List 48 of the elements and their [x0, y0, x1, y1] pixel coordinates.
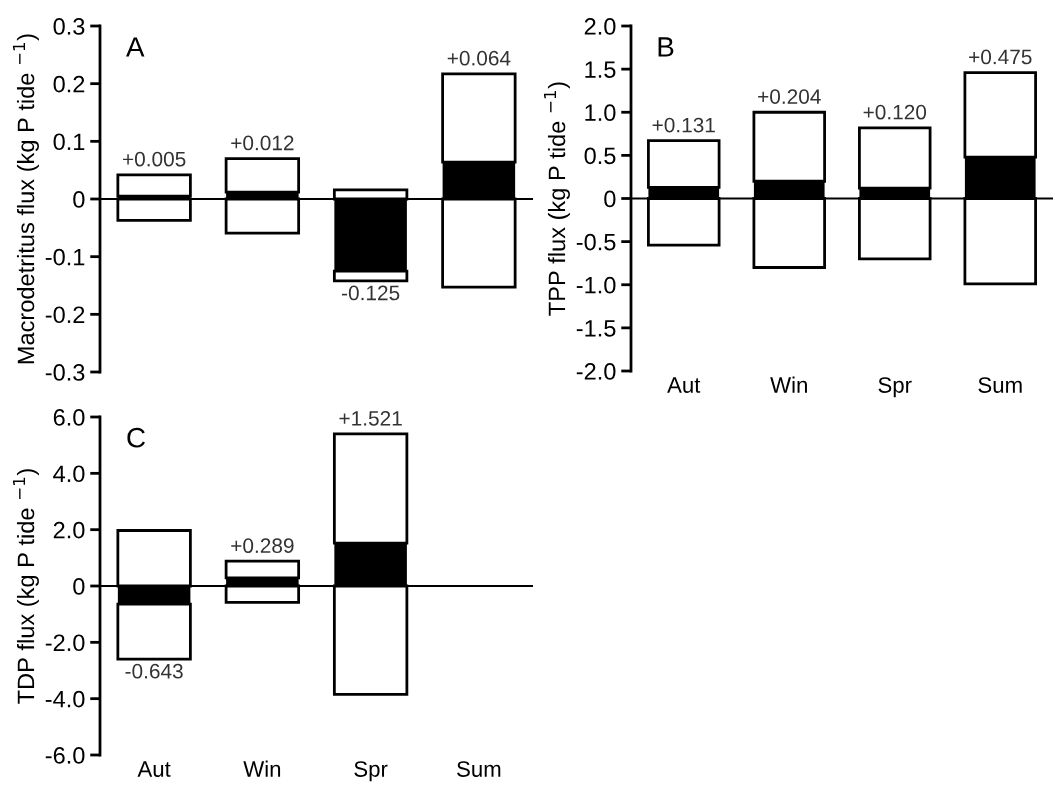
y-axis-title: Macrodetritus flux (kg P tide $^{−1}$): [12, 34, 39, 364]
annotation: +0.064: [447, 50, 511, 66]
y-tick-label: 0: [73, 191, 85, 208]
y-tick-label: 0: [604, 190, 616, 208]
y-tick-label: 2.0: [53, 521, 85, 539]
annotation: +0.289: [231, 538, 294, 554]
x-tick-label: Spr: [354, 761, 388, 782]
y-tick-label: -1.5: [576, 320, 616, 337]
annotation: -0.125: [342, 285, 400, 301]
y-tick-label: 6.0: [53, 409, 85, 426]
y-tick-label: -0.5: [576, 233, 616, 251]
annotation: +0.131: [652, 117, 715, 133]
y-tick-label: 0: [73, 578, 85, 595]
x-tick-label: Aut: [137, 761, 171, 777]
y-tick-label: 4.0: [53, 465, 85, 483]
y-tick-label: 2.0: [584, 18, 616, 35]
chart-title: A: [126, 37, 145, 57]
x-tick-label: Sum: [978, 377, 1022, 393]
x-tick-label: Win: [243, 760, 281, 777]
y-tick-label: -2.0: [576, 363, 616, 380]
y-tick-label: 0.5: [584, 147, 616, 165]
y-tick-label: -6.0: [45, 747, 85, 764]
y-axis-title: TDP flux (kg P tide $^{−1}$): [12, 469, 39, 704]
y-tick-label: -0.3: [45, 364, 85, 381]
y-tick-label: -2.0: [45, 634, 85, 652]
annotation: +1.521: [339, 410, 402, 426]
y-tick-label: -0.2: [45, 306, 85, 324]
annotation: +0.204: [758, 89, 821, 104]
annotation: +0.012: [231, 135, 294, 151]
x-tick-label: Win: [770, 376, 807, 393]
chart-title: C: [127, 427, 145, 448]
y-tick-label: 1.5: [585, 61, 616, 78]
y-tick-label: 0.1: [53, 133, 85, 151]
y-tick-label: 0.3: [53, 18, 85, 35]
y-tick-label: 1.0: [585, 104, 616, 122]
x-tick-label: Sum: [457, 761, 501, 777]
annotation: -0.643: [125, 663, 183, 679]
x-tick-label: Spr: [878, 377, 912, 398]
x-tick-label: Aut: [667, 377, 701, 393]
y-tick-label: -1.0: [576, 276, 616, 294]
annotation: +0.005: [123, 151, 186, 167]
y-tick-label: -0.1: [45, 248, 85, 266]
y-tick-label: 0.2: [53, 75, 85, 93]
chart-title: B: [658, 37, 674, 57]
y-tick-label: -4.0: [45, 690, 85, 708]
annotation: +0.120: [863, 104, 927, 120]
annotation: +0.475: [969, 49, 1032, 65]
y-axis-title: TPP flux (kg P tide $^{−1}$): [543, 82, 570, 316]
